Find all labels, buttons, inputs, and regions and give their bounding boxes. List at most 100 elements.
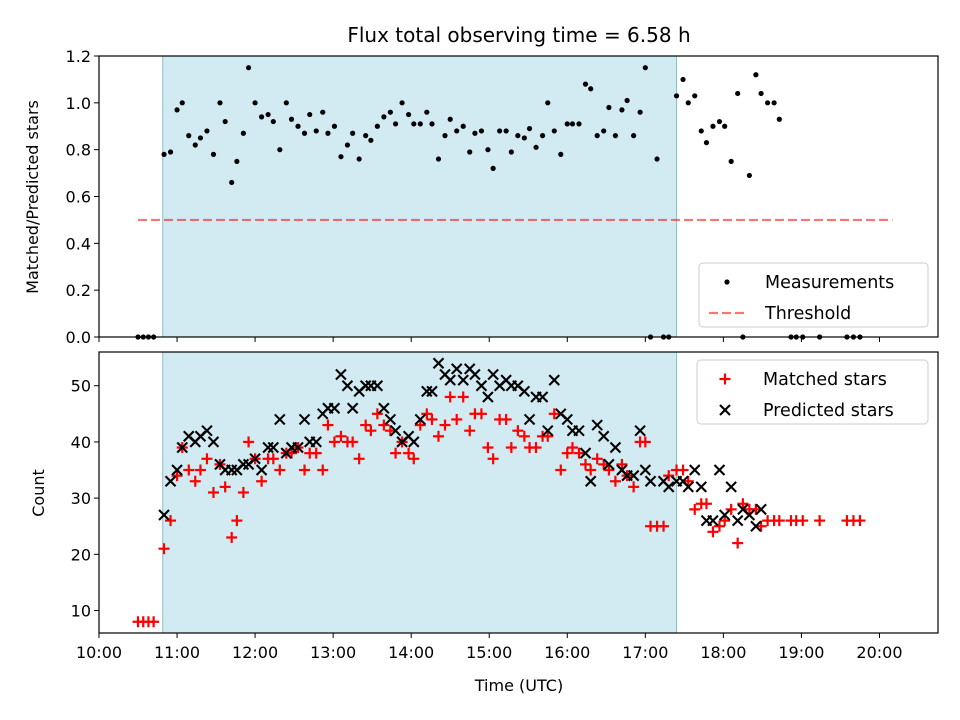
x-tick-label-5: 15:00 bbox=[466, 643, 512, 662]
data-point-measurements-102 bbox=[758, 90, 764, 97]
data-point-predicted-stars-48-b bbox=[450, 363, 463, 375]
data-point-predicted-stars-9-b bbox=[214, 458, 226, 471]
data-point-predicted-stars-47 bbox=[444, 374, 456, 386]
data-point-predicted-stars-37-b bbox=[384, 413, 397, 426]
data-point-predicted-stars-64-b bbox=[548, 374, 561, 386]
data-point-measurements-32 bbox=[331, 123, 338, 129]
data-point-matched-stars-62 bbox=[512, 425, 524, 437]
data-point-predicted-stars-30-b bbox=[341, 379, 354, 392]
data-point-matched-stars-46 bbox=[414, 419, 426, 431]
data-point-predicted-stars-4-b bbox=[183, 430, 195, 443]
data-point-predicted-stars-1 bbox=[164, 475, 177, 488]
data-point-predicted-stars-25-b bbox=[310, 436, 322, 448]
data-point-matched-stars-91 bbox=[689, 503, 701, 515]
top-legend-box bbox=[698, 262, 929, 328]
data-point-measurements-54 bbox=[467, 149, 473, 155]
data-point-matched-stars-50 bbox=[439, 419, 451, 431]
data-point-measurements-6 bbox=[174, 107, 180, 113]
data-point-matched-stars-29 bbox=[310, 447, 322, 459]
bottom-y-axis-label: Count bbox=[29, 469, 48, 517]
data-point-matched-stars-15 bbox=[226, 531, 238, 543]
data-point-predicted-stars-15-b bbox=[249, 453, 261, 465]
data-point-measurements-55 bbox=[472, 130, 478, 136]
data-point-predicted-stars-80 bbox=[644, 475, 657, 488]
data-point-matched-stars-69 bbox=[555, 464, 567, 476]
data-point-matched-stars-47 bbox=[421, 408, 433, 420]
data-point-predicted-stars-62-b bbox=[536, 391, 549, 403]
data-point-matched-stars-37 bbox=[360, 419, 372, 431]
data-point-predicted-stars-2-b bbox=[171, 464, 183, 476]
data-point-measurements-79 bbox=[619, 107, 625, 113]
data-point-matched-stars-90 bbox=[682, 475, 694, 487]
data-point-measurements-60 bbox=[503, 128, 509, 134]
data-point-measurements-39 bbox=[374, 123, 380, 129]
data-point-measurements-78 bbox=[612, 133, 619, 139]
data-point-measurements-9 bbox=[192, 142, 198, 148]
data-point-predicted-stars-68 bbox=[573, 424, 585, 437]
data-point-predicted-stars-44-b bbox=[426, 385, 438, 398]
data-point-predicted-stars-35 bbox=[371, 379, 384, 392]
data-point-matched-stars-73 bbox=[579, 458, 591, 470]
data-point-measurements-26 bbox=[295, 123, 301, 129]
data-point-predicted-stars-75-b bbox=[616, 464, 628, 476]
data-point-matched-stars-17 bbox=[237, 487, 249, 498]
bottom-y-tick-label-1: 20 bbox=[71, 545, 91, 564]
data-point-predicted-stars-91-b bbox=[718, 509, 731, 521]
data-point-matched-stars-94 bbox=[707, 526, 719, 538]
data-point-measurements-72 bbox=[576, 121, 582, 127]
data-point-matched-stars-112 bbox=[854, 515, 866, 527]
data-point-predicted-stars-71 bbox=[591, 419, 603, 431]
data-point-predicted-stars-60 bbox=[523, 413, 536, 426]
data-point-predicted-stars-84-b bbox=[677, 475, 689, 488]
data-point-measurements-47 bbox=[424, 109, 430, 115]
data-point-matched-stars-60 bbox=[500, 413, 512, 425]
data-point-measurements-63 bbox=[521, 135, 527, 141]
x-tick-label-1: 11:00 bbox=[154, 643, 200, 662]
data-point-measurements-64 bbox=[526, 125, 533, 132]
data-point-measurements-36 bbox=[356, 156, 362, 162]
data-point-matched-stars-97 bbox=[725, 503, 737, 515]
data-point-predicted-stars-52-b bbox=[475, 379, 488, 392]
bottom-axes-frame bbox=[98, 351, 939, 634]
data-point-matched-stars-52 bbox=[451, 413, 463, 425]
data-point-predicted-stars-95 bbox=[743, 509, 756, 521]
data-point-matched-stars-56 bbox=[475, 408, 487, 420]
data-point-measurements-16 bbox=[234, 158, 240, 164]
x-axis-label: Time (UTC) bbox=[474, 676, 563, 695]
data-point-predicted-stars-82 bbox=[662, 481, 675, 493]
x-tick-label-6: 16:00 bbox=[544, 643, 590, 662]
data-point-measurements-94 bbox=[710, 123, 716, 129]
data-point-measurements-83 bbox=[642, 65, 648, 71]
data-point-measurements-51 bbox=[447, 116, 453, 122]
data-point-measurements-101 bbox=[753, 72, 759, 78]
data-point-predicted-stars-53 bbox=[482, 391, 494, 403]
data-point-matched-stars-51 bbox=[444, 391, 456, 403]
data-point-measurements-80 bbox=[624, 97, 630, 104]
data-point-matched-stars-99 bbox=[737, 498, 749, 510]
data-point-predicted-stars-28 bbox=[328, 402, 341, 414]
bottom-legend-box bbox=[696, 359, 929, 425]
data-point-matched-stars-48 bbox=[426, 413, 438, 425]
data-point-matched-stars-9 bbox=[189, 475, 201, 487]
data-point-measurements-15 bbox=[229, 179, 235, 186]
data-point-predicted-stars-63-b bbox=[542, 424, 554, 437]
data-point-measurements-25 bbox=[288, 116, 295, 122]
data-point-predicted-stars-74 bbox=[609, 441, 622, 454]
data-point-measurements-27 bbox=[301, 130, 308, 136]
data-point-matched-stars-33 bbox=[335, 430, 347, 442]
data-point-measurements-14 bbox=[222, 118, 228, 125]
data-point-predicted-stars-90-b bbox=[713, 464, 726, 476]
data-point-measurements-68 bbox=[551, 128, 557, 134]
data-point-predicted-stars-65-b bbox=[555, 408, 567, 420]
top-y-tick-label-6: 1.2 bbox=[66, 47, 91, 66]
data-point-measurements-89 bbox=[680, 76, 686, 83]
data-point-measurements-56 bbox=[478, 128, 485, 134]
top-panel: 0.0 0.2 0.4 0.6 0.8 1.0 1.2 Measurements Thresho… bbox=[66, 47, 939, 347]
data-point-matched-stars-23 bbox=[274, 464, 286, 476]
data-point-predicted-stars-70-b bbox=[584, 475, 597, 488]
data-point-predicted-stars-77 bbox=[627, 469, 640, 482]
data-point-predicted-stars-25 bbox=[310, 436, 322, 448]
data-point-measurements-104 bbox=[771, 100, 777, 106]
bottom-series-predicted-stars bbox=[158, 357, 767, 532]
data-point-predicted-stars-36 bbox=[378, 402, 390, 414]
